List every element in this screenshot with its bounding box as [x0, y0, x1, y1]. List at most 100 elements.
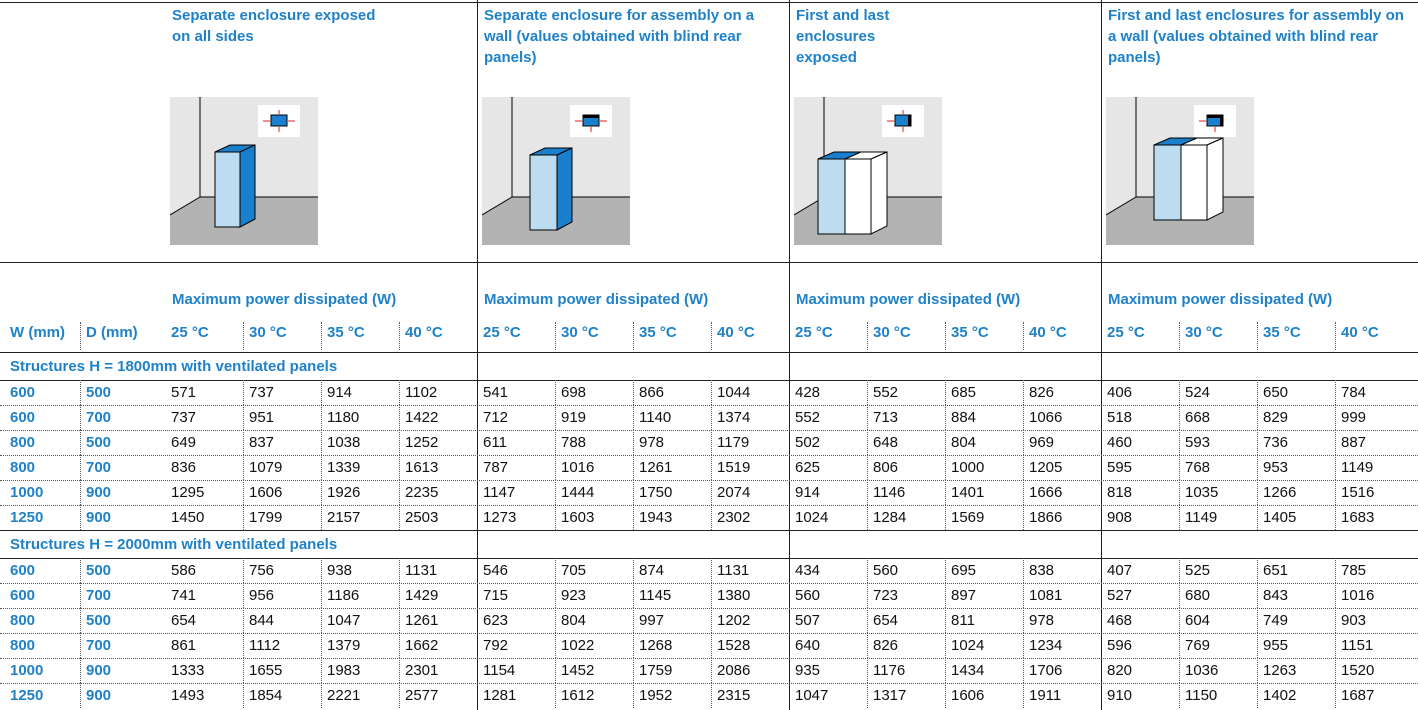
column-line [399, 658, 400, 683]
cell-value: 1516 [1341, 484, 1375, 501]
illustration [170, 97, 318, 245]
column-line [399, 583, 400, 608]
cell-value: 897 [951, 587, 977, 604]
column-line [321, 430, 322, 455]
group-subtitle: Maximum power dissipated (W) [172, 291, 397, 308]
column-line [1023, 380, 1024, 405]
column-line [1023, 608, 1024, 633]
column-line [321, 405, 322, 430]
column-line [867, 380, 868, 405]
row-width: 600 [10, 384, 36, 401]
column-line [633, 658, 634, 683]
cell-value: 1606 [249, 484, 283, 501]
column-line [711, 430, 712, 455]
row-line [0, 2, 1418, 3]
cell-value: 997 [639, 612, 665, 629]
column-line [1257, 405, 1258, 430]
cell-value: 1035 [1185, 484, 1219, 501]
column-line [555, 380, 556, 405]
cell-value: 884 [951, 409, 977, 426]
cell-value: 541 [483, 384, 509, 401]
column-line [555, 455, 556, 480]
column-line [555, 683, 556, 708]
column-header: 35 °C [327, 324, 365, 341]
column-line [945, 480, 946, 505]
column-line [867, 583, 868, 608]
row-width: 800 [10, 637, 36, 654]
group-subtitle: Maximum power dissipated (W) [796, 291, 1021, 308]
column-line [633, 683, 634, 708]
cell-value: 749 [1263, 612, 1289, 629]
column-line [555, 322, 556, 350]
cell-value: 698 [561, 384, 587, 401]
column-line [1179, 455, 1180, 480]
column-line [789, 0, 790, 710]
cell-value: 611 [483, 434, 507, 451]
cell-value: 1444 [561, 484, 595, 501]
column-line [243, 380, 244, 405]
cell-value: 2503 [405, 509, 439, 526]
column-line [1179, 608, 1180, 633]
row-depth: 700 [86, 637, 112, 654]
column-line [1335, 405, 1336, 430]
column-line [867, 658, 868, 683]
column-line [1335, 683, 1336, 708]
column-line [1023, 405, 1024, 430]
column-header: 25 °C [1107, 324, 1145, 341]
column-line [945, 455, 946, 480]
cell-value: 518 [1107, 409, 1133, 426]
cell-value: 1102 [405, 384, 438, 401]
column-line [633, 558, 634, 583]
cell-value: 649 [171, 434, 197, 451]
cell-value: 1687 [1341, 687, 1375, 704]
column-header: 35 °C [951, 324, 989, 341]
cell-value: 1186 [327, 587, 360, 604]
cell-value: 502 [795, 434, 821, 451]
column-line [1257, 608, 1258, 633]
cell-value: 1081 [1029, 587, 1063, 604]
column-line [80, 558, 81, 583]
column-line [1257, 430, 1258, 455]
cell-value: 1036 [1185, 662, 1219, 679]
column-line [80, 430, 81, 455]
row-depth: 900 [86, 509, 112, 526]
column-line [1257, 658, 1258, 683]
cell-value: 811 [951, 612, 975, 629]
column-header: 25 °C [483, 324, 521, 341]
row-width: 1250 [10, 687, 44, 704]
cell-value: 769 [1185, 637, 1211, 654]
cell-value: 428 [795, 384, 821, 401]
row-depth: 700 [86, 459, 112, 476]
cell-value: 914 [795, 484, 821, 501]
column-line [1335, 558, 1336, 583]
cell-value: 1405 [1263, 509, 1297, 526]
cell-value: 1202 [717, 612, 751, 629]
column-line [555, 633, 556, 658]
column-line [711, 405, 712, 430]
cell-value: 654 [873, 612, 899, 629]
column-header: 25 °C [171, 324, 209, 341]
row-depth: 900 [86, 687, 112, 704]
row-depth: 700 [86, 587, 112, 604]
row-line [0, 505, 1418, 506]
cell-value: 756 [249, 562, 275, 579]
group-subtitle: Maximum power dissipated (W) [1108, 291, 1333, 308]
cell-value: 820 [1107, 662, 1133, 679]
column-line [1257, 455, 1258, 480]
column-header: 30 °C [1185, 324, 1223, 341]
column-line [867, 430, 868, 455]
column-line [1023, 558, 1024, 583]
column-line [711, 633, 712, 658]
column-line [399, 683, 400, 708]
column-line [1257, 380, 1258, 405]
cell-value: 1666 [1029, 484, 1063, 501]
column-line [1179, 658, 1180, 683]
cell-value: 1662 [405, 637, 439, 654]
column-line [711, 558, 712, 583]
column-line [80, 380, 81, 405]
cell-value: 818 [1107, 484, 1133, 501]
cell-value: 837 [249, 434, 275, 451]
illustration [1106, 97, 1254, 245]
row-width: 1000 [10, 662, 44, 679]
cell-value: 715 [483, 587, 509, 604]
